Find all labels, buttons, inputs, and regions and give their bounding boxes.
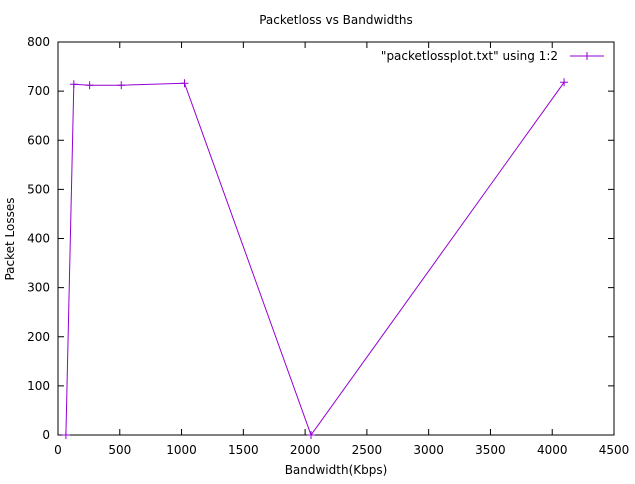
data-point	[69, 80, 78, 89]
legend-series-marker	[583, 52, 591, 60]
data-point	[560, 78, 569, 87]
y-tick-label: 100	[27, 379, 50, 393]
x-tick-label: 2500	[352, 443, 383, 457]
x-tick-label: 1000	[166, 443, 197, 457]
data-point	[85, 81, 94, 90]
legend: "packetlossplot.txt" using 1:2	[381, 49, 604, 63]
data-point	[117, 81, 126, 90]
y-tick-label: 200	[27, 330, 50, 344]
plot-frame	[57, 41, 615, 436]
y-tick-label: 800	[27, 35, 50, 49]
x-tick-label: 4000	[537, 443, 568, 457]
series-line	[65, 81, 565, 437]
y-tick-label: 0	[42, 428, 50, 442]
x-axis-title: Bandwidth(Kbps)	[285, 463, 388, 477]
y-tick-label: 400	[27, 232, 50, 246]
x-tick-label: 1500	[228, 443, 259, 457]
data-point	[307, 431, 316, 439]
x-axis: 0 500 1000 1500 2000 2500 3000 3500 4000 4500	[54, 42, 629, 457]
x-tick-label: 4500	[599, 443, 630, 457]
y-tick-label: 700	[27, 84, 50, 98]
y-axis: 0 100 200 300 400 500 600 700 800	[27, 35, 614, 442]
legend-series-label: "packetlossplot.txt" using 1:2	[381, 49, 558, 63]
y-tick-label: 600	[27, 133, 50, 147]
data-point	[61, 431, 70, 439]
data-point	[180, 79, 189, 88]
x-tick-label: 0	[54, 443, 62, 457]
y-tick-label: 300	[27, 281, 50, 295]
x-tick-label: 3000	[413, 443, 444, 457]
series-layer	[61, 78, 569, 439]
y-axis-title: Packet Losses	[3, 197, 17, 280]
x-tick-label: 500	[108, 443, 131, 457]
x-tick-label: 2000	[290, 443, 321, 457]
x-tick-label: 3500	[475, 443, 506, 457]
y-tick-label: 500	[27, 182, 50, 196]
chart-title: Packetloss vs Bandwidths	[259, 13, 413, 27]
